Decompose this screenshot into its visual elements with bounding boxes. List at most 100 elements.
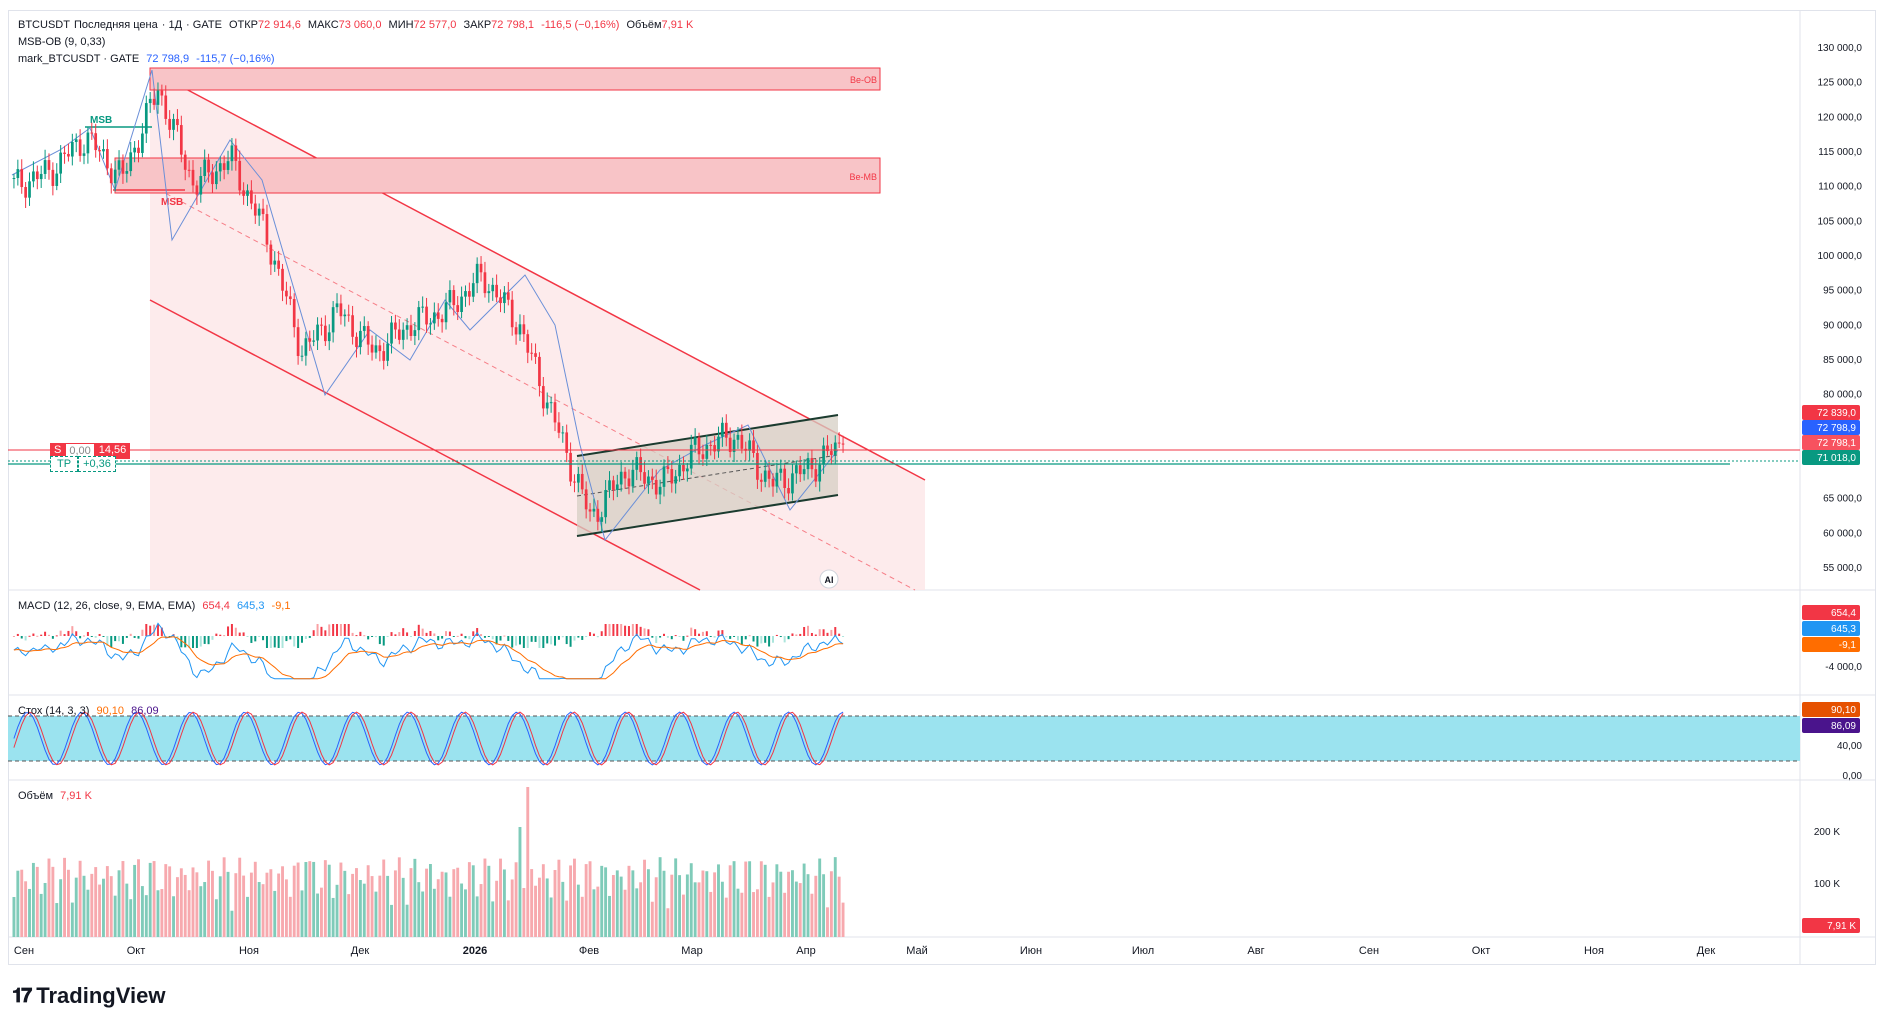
chart-canvas[interactable]: Be-OB Be-MB MSB MSB AI 130 000,0 125 000,… bbox=[0, 0, 1884, 980]
channel-upper-line[interactable] bbox=[149, 69, 926, 481]
volume-bar bbox=[518, 827, 522, 937]
candle-body bbox=[713, 445, 716, 452]
ascending-channel-bottom[interactable] bbox=[576, 494, 839, 537]
price-tick: 85 000,0 bbox=[1823, 355, 1862, 366]
volume-bar bbox=[787, 871, 791, 937]
volume-bar bbox=[802, 863, 806, 937]
macd-bar bbox=[445, 631, 448, 636]
candle-body bbox=[565, 432, 569, 453]
mark-legend[interactable]: mark_BTCUSDT · GATE 72 798,9 -115,7 (−0,… bbox=[18, 53, 279, 65]
price-label-box bbox=[1802, 718, 1860, 733]
macd-bar bbox=[581, 636, 584, 640]
candle-body bbox=[561, 432, 565, 434]
msb-ob-legend[interactable]: MSB-OB (9, 0,33) bbox=[18, 36, 109, 48]
macd-bar bbox=[55, 635, 58, 637]
volume-bar bbox=[639, 882, 643, 937]
tp-order-label[interactable]: TP +0,36 bbox=[50, 456, 116, 472]
macd-bar bbox=[771, 636, 774, 643]
candle-body bbox=[12, 178, 16, 180]
volume-bar bbox=[623, 889, 627, 937]
candle-body bbox=[218, 163, 222, 172]
macd-bar bbox=[666, 636, 669, 638]
ascending-channel-top[interactable] bbox=[576, 414, 839, 457]
candle-body bbox=[615, 484, 619, 490]
volume-bar bbox=[693, 882, 697, 937]
volume-bar bbox=[421, 891, 425, 937]
macd-bar bbox=[604, 624, 607, 636]
stoch-legend[interactable]: Стох (14, 3, 3) 90,10 86,09 bbox=[18, 705, 163, 717]
be-mb-zone[interactable] bbox=[114, 157, 881, 194]
candle-body bbox=[623, 471, 627, 479]
volume-bar bbox=[752, 892, 755, 937]
volume-bar bbox=[355, 868, 358, 937]
candle-body bbox=[113, 169, 117, 184]
time-tick: Дек bbox=[1697, 945, 1716, 957]
chart-frame bbox=[8, 10, 1876, 965]
candle-body bbox=[794, 465, 798, 474]
macd-bar bbox=[569, 636, 572, 647]
macd-bar bbox=[701, 631, 704, 636]
candle-body bbox=[347, 314, 351, 316]
volume-bar bbox=[269, 869, 273, 937]
price-label-box bbox=[1802, 918, 1860, 933]
volume-bar bbox=[487, 865, 491, 937]
macd-bar bbox=[822, 629, 825, 636]
macd-bar bbox=[612, 624, 615, 636]
volume-bar bbox=[335, 884, 339, 937]
stoch-k-line bbox=[13, 711, 844, 766]
candle-body bbox=[362, 326, 366, 331]
volume-bar bbox=[284, 879, 288, 937]
volume-bar bbox=[386, 875, 390, 937]
volume-bar bbox=[822, 874, 826, 937]
time-tick: Дек bbox=[351, 945, 370, 957]
macd-bar bbox=[744, 636, 747, 640]
time-tick: Окт bbox=[127, 945, 146, 957]
macd-bar bbox=[631, 624, 634, 636]
price-tick: 55 000,0 bbox=[1823, 563, 1862, 574]
stoch-label: Стох (14, 3, 3) bbox=[18, 705, 90, 717]
candle-body bbox=[499, 297, 502, 304]
stoch-d-line bbox=[13, 711, 844, 766]
macd-bar bbox=[137, 636, 140, 639]
candle-body bbox=[413, 330, 417, 336]
macd-bar bbox=[557, 636, 560, 640]
volume-legend[interactable]: Объём 7,91 K bbox=[18, 790, 96, 802]
macd-legend[interactable]: MACD (12, 26, close, 9, EMA, EMA) 654,4 … bbox=[18, 600, 295, 612]
macd-bar bbox=[106, 636, 109, 646]
volume-bar bbox=[460, 883, 464, 937]
be-ob-zone[interactable] bbox=[149, 67, 881, 91]
volume-bar bbox=[452, 869, 456, 937]
time-tick: 2026 bbox=[463, 945, 487, 957]
time-axis[interactable]: Сен Окт Ноя Дек 2026 Фев Мар Апр Май Июн Июл Авг Сен… bbox=[14, 945, 1715, 957]
volume-bar bbox=[125, 883, 129, 937]
candle-body bbox=[70, 142, 74, 157]
volume-bar bbox=[701, 870, 705, 937]
price-tick: 115 000,0 bbox=[1818, 147, 1862, 158]
main-legend[interactable]: BTCUSDT Последняя цена · 1Д · GATE ОТКР72 9… bbox=[18, 19, 694, 31]
candle-body bbox=[176, 118, 179, 126]
candle-body bbox=[569, 452, 572, 482]
tradingview-logo[interactable]: 𝟏𝟕 TradingView bbox=[12, 983, 165, 1009]
price-axis[interactable]: 130 000,0 125 000,0 120 000,0 115 000,0 110 … bbox=[1818, 43, 1863, 574]
candle-body bbox=[654, 479, 658, 495]
volume-bar bbox=[732, 861, 736, 937]
channel-lower-line[interactable] bbox=[149, 299, 701, 591]
macd-bar bbox=[429, 631, 432, 636]
candlestick-series[interactable] bbox=[12, 82, 845, 533]
candle-body bbox=[370, 344, 374, 353]
macd-bar bbox=[764, 636, 767, 643]
candle-body bbox=[144, 103, 148, 134]
candle-body bbox=[121, 160, 125, 174]
price-tick: 60 000,0 bbox=[1823, 528, 1862, 539]
volume-axis-100k: 100 K bbox=[1814, 879, 1840, 890]
candle-body bbox=[436, 312, 440, 319]
stop-order-label[interactable]: S 0,00 14,56 bbox=[50, 443, 131, 459]
volume-bar bbox=[432, 888, 436, 937]
macd-bar bbox=[86, 631, 89, 636]
macd-bar bbox=[592, 633, 595, 636]
volume-bar bbox=[720, 881, 724, 937]
stop-pnl: 14,56 bbox=[94, 443, 131, 459]
ai-badge[interactable] bbox=[819, 569, 839, 589]
macd-bar bbox=[487, 636, 490, 637]
candle-body bbox=[378, 345, 382, 352]
